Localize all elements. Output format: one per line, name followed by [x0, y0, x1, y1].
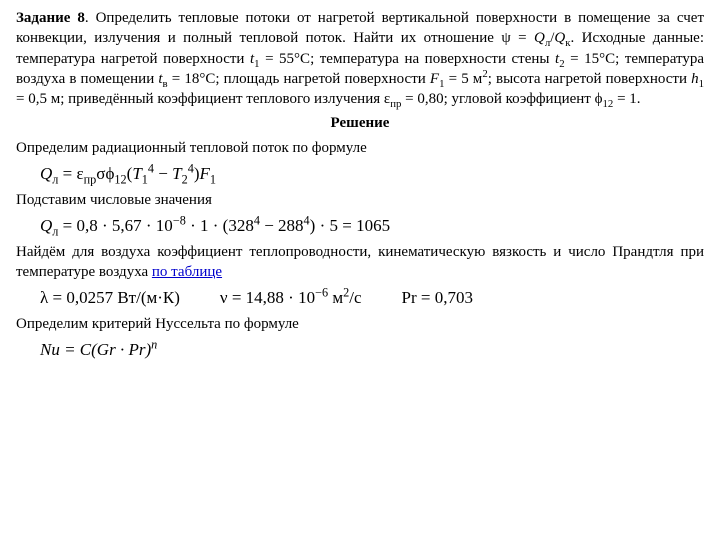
equation-3-row: λ = 0,0257 Вт/(м·К) ν = 14,88 · 10−6 м2/…: [40, 286, 704, 310]
eq3b-a: ν = 14,88 · 10: [220, 288, 315, 307]
line-air-text: Найдём для воздуха коэффициент теплопров…: [16, 244, 704, 280]
eq1-eq: = ε: [58, 164, 83, 183]
solution-heading: Решение: [16, 113, 704, 133]
eq2-b: · 1 · (328: [186, 216, 254, 235]
eq1-minus: −: [154, 164, 172, 183]
eq1-F-sub: 1: [210, 172, 216, 186]
symbol-Qk: Q: [554, 30, 565, 46]
sub-phi: 12: [603, 98, 614, 110]
eq3b-b: м: [328, 288, 343, 307]
eq1-sigma-phi: σϕ: [96, 164, 114, 183]
eq3c-body: Pr = 0,703: [402, 288, 473, 307]
table-link[interactable]: по таблице: [152, 264, 222, 280]
eq1-Q: Q: [40, 164, 52, 183]
val-t1: = 55°С; температура на поверхности стены: [260, 51, 555, 67]
eq2-Q: Q: [40, 216, 52, 235]
eq2-c: − 288: [260, 216, 304, 235]
sub-l: л: [545, 37, 550, 49]
eq2-d: ) · 5 = 1065: [310, 216, 390, 235]
eq1-phi-sub: 12: [114, 172, 126, 186]
eq4-n: n: [151, 337, 157, 351]
val-phi: = 1.: [613, 91, 640, 107]
sub-eps: пр: [390, 98, 401, 110]
task-label: Задание 8: [16, 10, 85, 26]
line-air: Найдём для воздуха коэффициент теплопров…: [16, 242, 704, 283]
equation-3a: λ = 0,0257 Вт/(м·К): [40, 286, 180, 310]
equation-2: Qл = 0,8 · 5,67 · 10−8 · 1 · (3284 − 288…: [40, 214, 704, 238]
eq3a-body: λ = 0,0257 Вт/(м·К): [40, 288, 180, 307]
eq2-a: = 0,8 · 5,67 · 10: [58, 216, 172, 235]
val-h1: = 0,5 м; приведённый коэффициент теплово…: [16, 91, 390, 107]
equation-1: Qл = εпрσϕ12(T14 − T24)F1: [40, 162, 704, 186]
eq3b-c: /с: [349, 288, 361, 307]
sub-h1: 1: [699, 78, 704, 90]
line-radiation: Определим радиационный тепловой поток по…: [16, 138, 704, 158]
val-F1: = 5 м: [444, 71, 482, 87]
eq1-F: F: [200, 164, 210, 183]
document-page: Задание 8. Определить тепловые потоки от…: [0, 0, 720, 374]
eq4-body: Nu = C(Gr · Pr): [40, 340, 151, 359]
line-nu: Определим критерий Нуссельта по формуле: [16, 314, 704, 334]
task-paragraph: Задание 8. Определить тепловые потоки от…: [16, 8, 704, 109]
eq1-T2: T: [172, 164, 181, 183]
sym-h1: h: [691, 71, 699, 87]
symbol-Ql: Q: [534, 30, 545, 46]
equation-3c: Pr = 0,703: [402, 286, 473, 310]
line-substitute: Подставим числовые значения: [16, 190, 704, 210]
equation-3b: ν = 14,88 · 10−6 м2/с: [220, 286, 362, 310]
task-text-3: ; высота нагретой поверхности: [488, 71, 691, 87]
eq3b-exp: −6: [315, 285, 328, 299]
equation-4: Nu = C(Gr · Pr)n: [40, 338, 704, 362]
eq1-eps-sub: пр: [84, 172, 97, 186]
val-tv: = 18°С; площадь нагретой поверхности: [168, 71, 430, 87]
val-eps: = 0,80; угловой коэффициент ϕ: [401, 91, 602, 107]
sym-F1: F: [430, 71, 439, 87]
eq1-T1: T: [132, 164, 141, 183]
eq2-exp: −8: [173, 213, 186, 227]
